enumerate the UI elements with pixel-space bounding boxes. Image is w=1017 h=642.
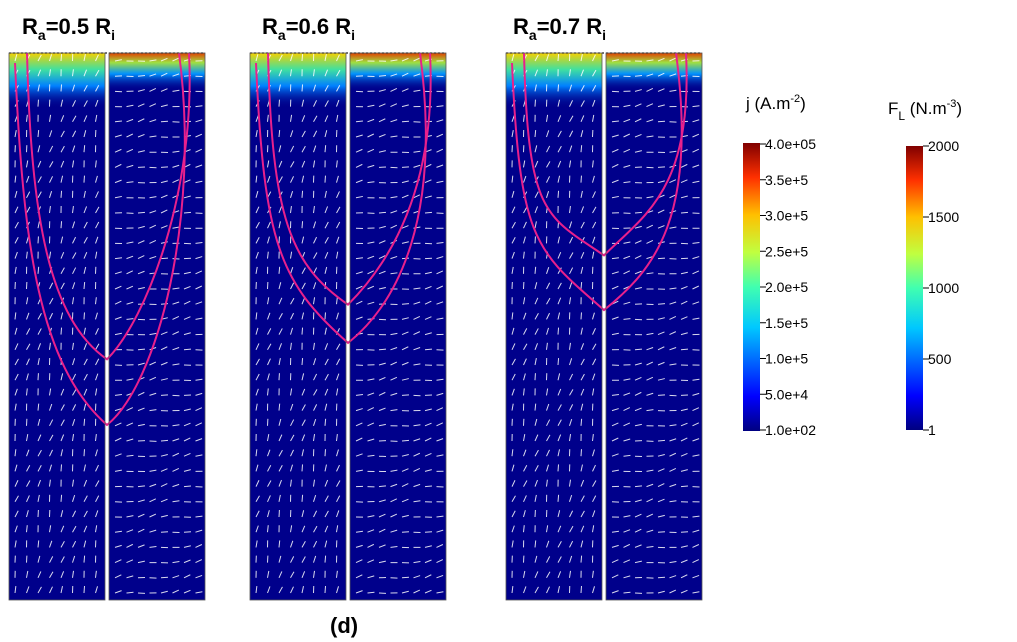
svg-text:Ra=0.7 Ri: Ra=0.7 Ri	[513, 14, 606, 43]
contour-line	[523, 52, 688, 257]
lorentz-force-field	[606, 53, 702, 600]
field-panel-3	[505, 52, 703, 601]
colorbar-j-tick-label: 3.0e+5	[765, 208, 808, 224]
colorbar-f-tick-label: 1500	[928, 209, 959, 225]
field-panel-1	[8, 52, 206, 601]
contour-line	[14, 52, 186, 427]
colorbar-f-tick-label: 2000	[928, 138, 959, 154]
colorbar-f-tick-label: 1000	[928, 280, 959, 296]
colorbar-j-tick-label: 1.0e+5	[765, 351, 808, 367]
hot-zone-j	[250, 53, 346, 108]
field-panel-2	[249, 52, 447, 601]
colorbar-j-tick-label: 3.5e+5	[765, 172, 808, 188]
panel-title-2: Ra=0.6 Ri	[262, 14, 355, 43]
colorbar-f-tick-label: 1	[928, 422, 936, 438]
svg-text:Ra=0.6 Ri: Ra=0.6 Ri	[262, 14, 355, 43]
panel-title-3: Ra=0.7 Ri	[513, 14, 606, 43]
panel-title-1: Ra=0.5 Ri	[22, 14, 115, 43]
colorbar-f-label: FL (N.m-3)	[888, 98, 962, 123]
hot-zone-j	[9, 53, 105, 108]
colorbar-j-tick-label: 4.0e+05	[765, 136, 816, 152]
lorentz-force-field	[109, 53, 205, 600]
hot-zone-j	[506, 53, 602, 108]
colorbar-j-ticks: 4.0e+05 3.5e+5 3.0e+5 2.5e+5 2.0e+5 1.5e+5 1.0…	[760, 136, 816, 438]
contour-line	[255, 52, 427, 345]
colorbar-j-label: j (A.m-2)	[745, 93, 806, 113]
colorbar-j-bar	[743, 143, 760, 431]
current-density-field	[506, 53, 602, 600]
contour-line	[511, 52, 683, 312]
colorbar-j: j (A.m-2) 4.0e+05 3.5e+5 3.0e+5 2.5e+5 2.0e+…	[743, 93, 816, 438]
contour-line	[267, 52, 432, 306]
colorbar-j-tick-label: 1.0e+02	[765, 422, 816, 438]
colorbar-f-ticks: 2000 1500 1000 500 1	[923, 138, 959, 438]
colorbar-j-tick-label: 2.5e+5	[765, 243, 808, 259]
colorbar-f-tick-label: 500	[928, 351, 952, 367]
colorbar-f: FL (N.m-3) 2000 1500 1000 500 1	[888, 98, 962, 438]
contour-line	[26, 52, 191, 361]
colorbar-j-tick-label: 2.0e+5	[765, 279, 808, 295]
colorbar-f-bar	[906, 146, 923, 430]
current-density-field	[9, 53, 105, 600]
colorbar-j-tick-label: 5.0e+4	[765, 386, 808, 402]
colorbar-j-tick-label: 1.5e+5	[765, 315, 808, 331]
field-panels	[8, 52, 703, 601]
figure-caption: (d)	[330, 613, 358, 638]
svg-text:Ra=0.5 Ri: Ra=0.5 Ri	[22, 14, 115, 43]
vector-arrows	[511, 53, 700, 594]
